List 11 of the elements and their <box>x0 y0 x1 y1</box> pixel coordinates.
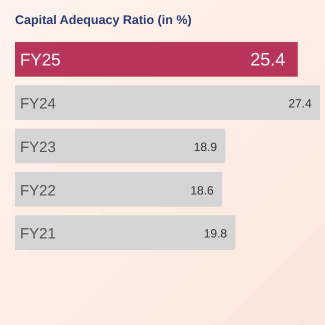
y-tick-label: FY22 <box>20 182 56 200</box>
data-label: 25.4 <box>250 49 286 70</box>
chart-title: Capital Adequacy Ratio (in %) <box>15 13 192 27</box>
y-tick-label: FY21 <box>20 226 56 243</box>
data-label: 19.8 <box>204 226 228 241</box>
data-label: 27.4 <box>288 96 312 111</box>
y-tick-label: FY23 <box>20 139 56 156</box>
data-label: 18.6 <box>190 183 214 198</box>
data-label: 18.9 <box>194 140 218 154</box>
y-tick-label: FY24 <box>20 96 56 113</box>
y-tick-label: FY25 <box>20 50 61 70</box>
